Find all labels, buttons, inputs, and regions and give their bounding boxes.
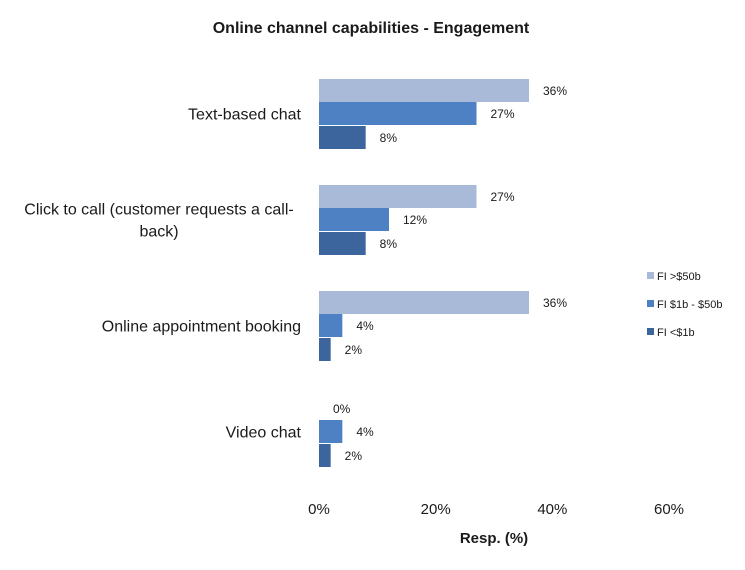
data-label: 8%	[380, 131, 398, 145]
x-tick-label: 40%	[537, 501, 567, 518]
bar	[319, 102, 477, 125]
bar	[319, 444, 331, 467]
bar	[319, 232, 366, 255]
bar	[319, 208, 389, 231]
bar	[319, 185, 477, 208]
legend-label: FI $1b - $50b	[657, 299, 722, 311]
data-label: 12%	[403, 213, 427, 227]
data-label: 27%	[491, 190, 515, 204]
bar	[319, 420, 343, 443]
data-label: 2%	[345, 343, 363, 357]
legend: FI >$50b FI $1b - $50b FI <$1b	[647, 271, 722, 339]
legend-swatch	[647, 328, 654, 335]
chart-title: Online channel capabilities - Engagement	[213, 20, 530, 37]
category-label: Text-based chat	[188, 107, 302, 124]
x-axis-label: Resp. (%)	[460, 530, 528, 547]
category-axis: Text-based chat Click to call (customer r…	[24, 107, 301, 442]
legend-swatch	[647, 272, 654, 279]
category-label: Online appointment booking	[102, 319, 301, 336]
category-label: Click to call (customer requests a call-	[24, 202, 293, 219]
x-tick-label: 20%	[421, 501, 451, 518]
value-axis: 0% 20% 40% 60%	[308, 501, 684, 518]
data-label: 4%	[356, 319, 374, 333]
plot-area: 36% 27% 8% 27% 12% 8% 36% 4% 2% 0% 4% 2%	[319, 79, 567, 467]
data-label: 8%	[380, 237, 398, 251]
category-label: Video chat	[226, 425, 302, 442]
bar	[319, 314, 343, 337]
bar	[319, 291, 529, 314]
legend-label: FI <$1b	[657, 327, 695, 339]
legend-swatch	[647, 300, 654, 307]
data-label: 36%	[543, 296, 567, 310]
legend-label: FI >$50b	[657, 271, 701, 283]
bar	[319, 79, 529, 102]
data-label: 4%	[356, 425, 374, 439]
category-label: back)	[139, 224, 178, 241]
bar	[319, 126, 366, 149]
x-tick-label: 60%	[654, 501, 684, 518]
bar	[319, 338, 331, 361]
x-tick-label: 0%	[308, 501, 330, 518]
data-label: 0%	[333, 402, 351, 416]
data-label: 36%	[543, 84, 567, 98]
data-label: 2%	[345, 449, 363, 463]
data-label: 27%	[491, 107, 515, 121]
